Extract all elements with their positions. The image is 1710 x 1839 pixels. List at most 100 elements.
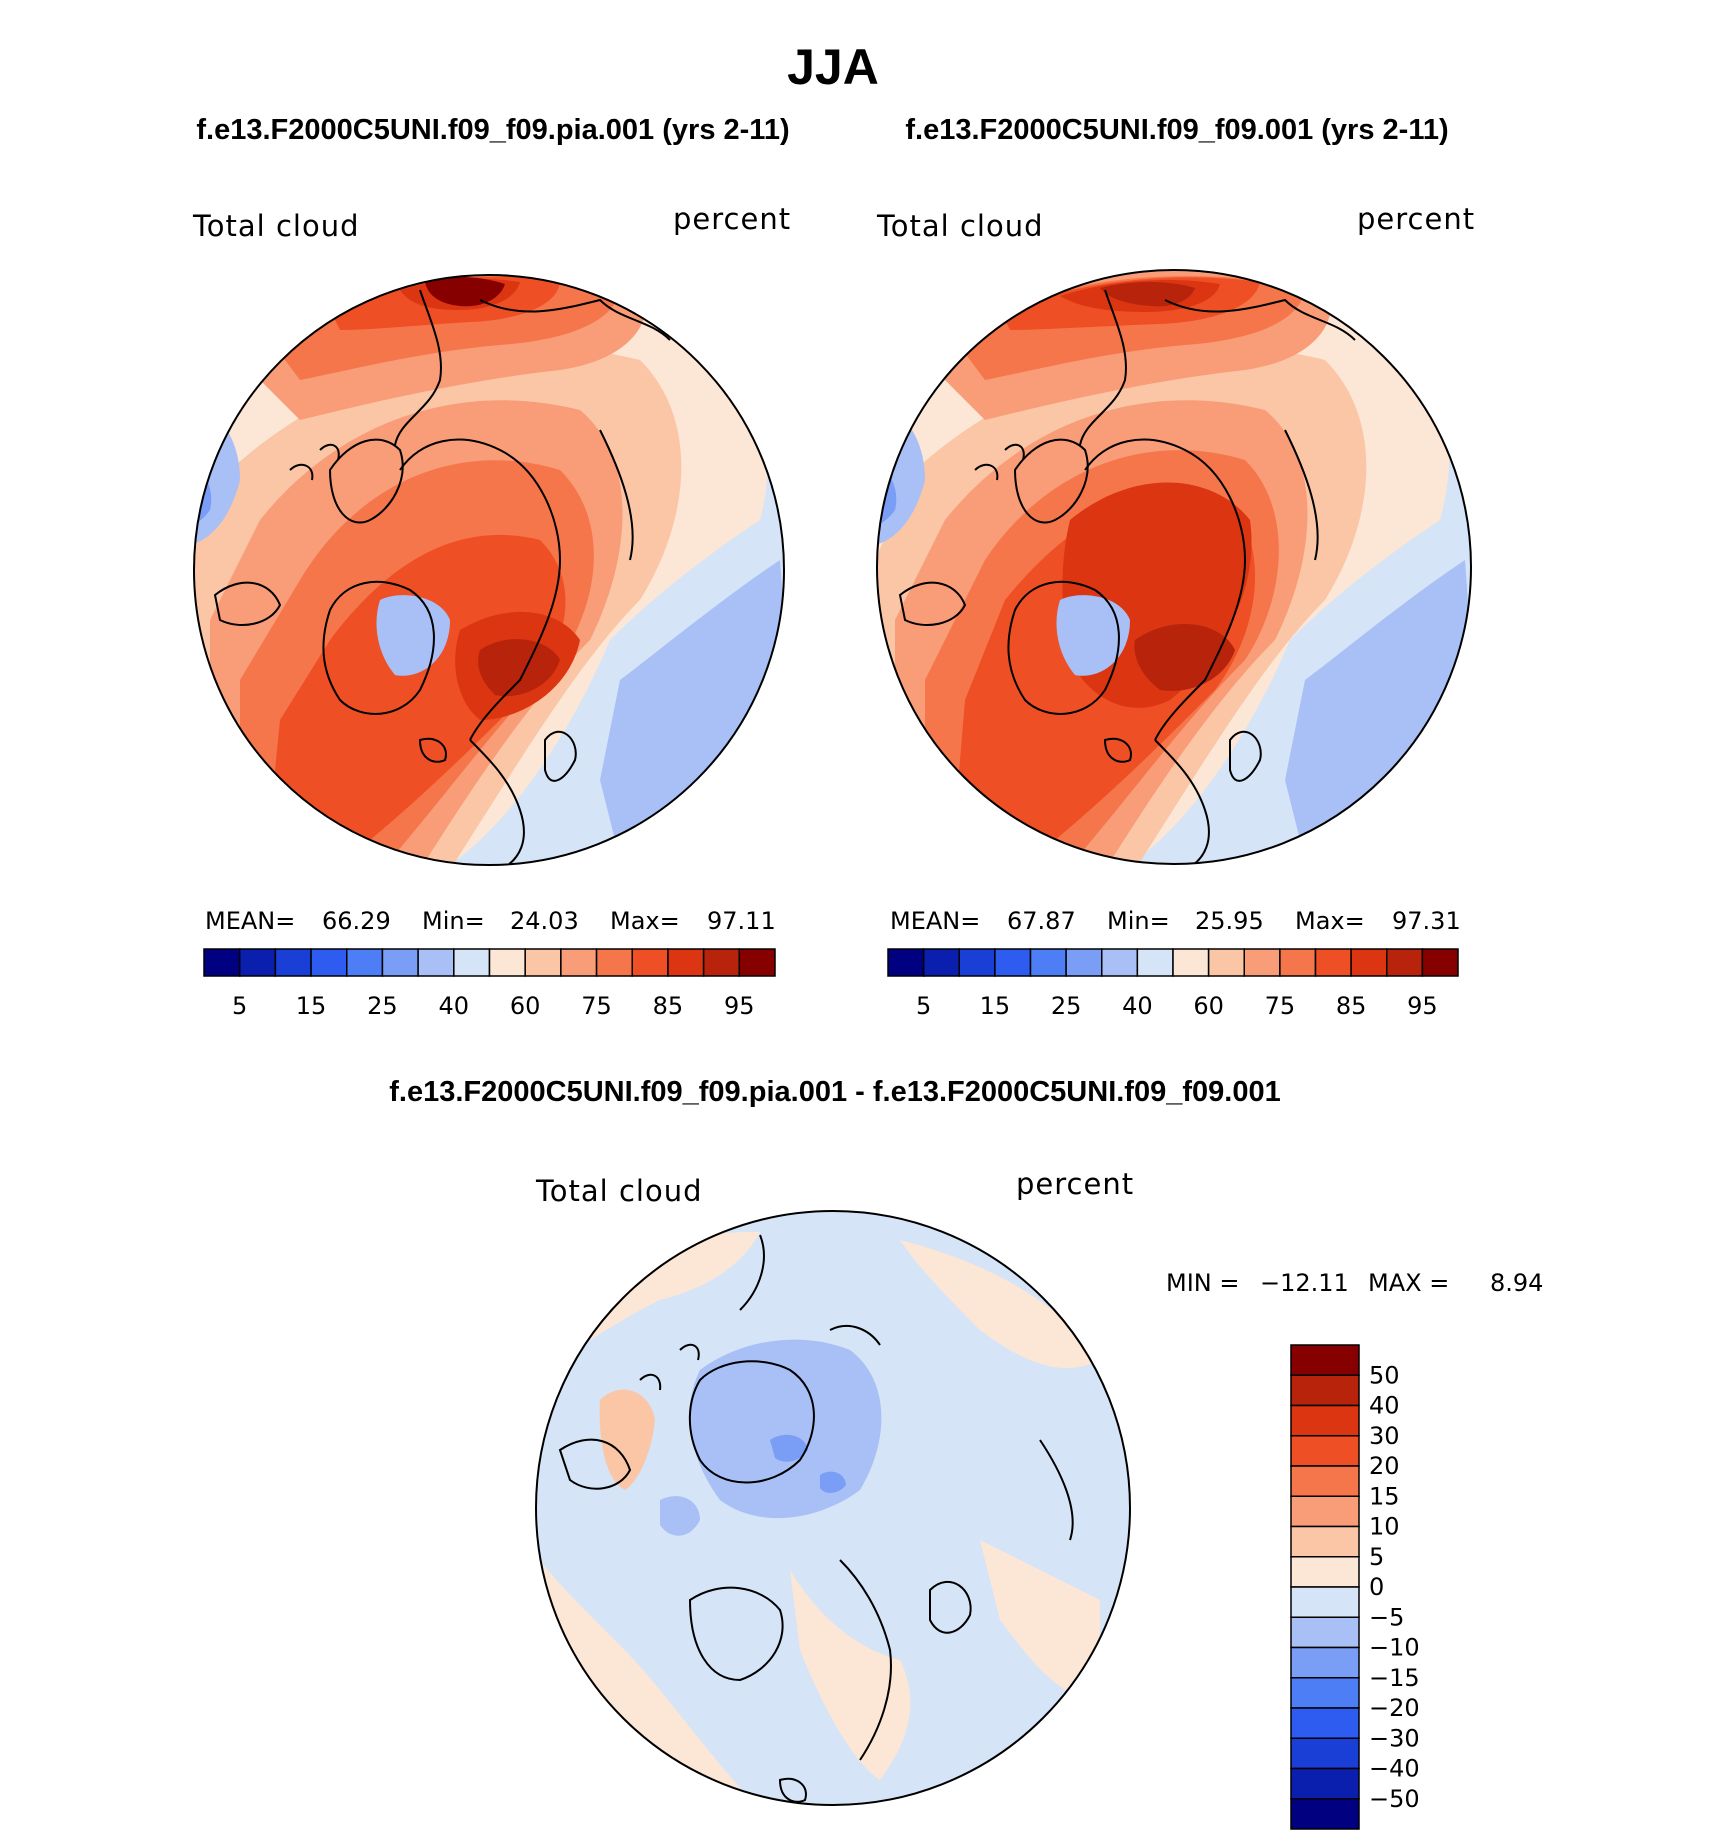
colorbar-swatch: [310, 948, 348, 977]
panel-diff-variable-label: Total cloud: [535, 1174, 702, 1208]
map-diff-border: [535, 1210, 1131, 1806]
left-min-label: Min=: [422, 907, 485, 935]
colorbar-tick-label: 5: [232, 992, 247, 1020]
colorbar-tick-label: −50: [1369, 1785, 1420, 1813]
colorbar-swatch: [381, 948, 419, 977]
colorbar-tick-label: 95: [724, 992, 755, 1020]
colorbar-swatch: [1290, 1798, 1360, 1830]
colorbar-swatch: [1290, 1737, 1360, 1770]
colorbar-swatch: [346, 948, 384, 977]
left-min-value: 24.03: [510, 907, 579, 935]
colorbar-swatch: [1065, 948, 1103, 977]
colorbar-tick-label: 25: [1051, 992, 1082, 1020]
diff-min-label: MIN =: [1166, 1269, 1239, 1297]
colorbar-left: 5 15 25 40 60 75 85 95: [203, 948, 776, 1020]
right-mean-value: 67.87: [1007, 907, 1076, 935]
right-min-value: 25.95: [1195, 907, 1264, 935]
colorbar-swatch: [1290, 1435, 1360, 1467]
colorbar-tick-label: 20: [1369, 1452, 1400, 1480]
colorbar-tick-label: −10: [1369, 1634, 1420, 1662]
colorbar-tick-label: 85: [653, 992, 684, 1020]
colorbar-tick-label: −15: [1369, 1664, 1420, 1692]
colorbar-swatch: [994, 948, 1032, 977]
colorbar-swatch: [595, 948, 633, 977]
colorbar-swatch: [203, 948, 241, 977]
colorbar-swatch: [1207, 948, 1245, 977]
map-right: [877, 270, 1471, 864]
colorbar-swatch: [1386, 948, 1424, 977]
diff-max-value: 8.94: [1490, 1269, 1543, 1297]
colorbar-tick-label: 5: [916, 992, 931, 1020]
panel-left-units-label: percent: [673, 202, 791, 236]
diff-max-label: MAX =: [1368, 1269, 1449, 1297]
colorbar-swatch: [274, 948, 312, 977]
colorbar-swatch: [1290, 1707, 1360, 1739]
colorbar-swatch: [1314, 948, 1352, 977]
diff-panel-title: f.e13.F2000C5UNI.f09_f09.pia.001 - f.e13…: [389, 1076, 1280, 1108]
right-max-label: Max=: [1295, 907, 1365, 935]
colorbar-swatch: [238, 948, 277, 977]
colorbar-swatch: [667, 948, 705, 977]
colorbar-tick-label: 10: [1369, 1513, 1400, 1541]
colorbar-swatch: [560, 948, 598, 977]
colorbar-tick-label: 95: [1407, 992, 1438, 1020]
colorbar-swatch: [524, 948, 562, 977]
colorbar-swatch: [1290, 1646, 1360, 1679]
colorbar-swatch: [1290, 1556, 1360, 1588]
colorbar-swatch: [1290, 1495, 1360, 1528]
colorbar-tick-label: 30: [1369, 1422, 1400, 1450]
left-mean-value: 66.29: [322, 907, 391, 935]
colorbar-tick-label: 50: [1369, 1361, 1400, 1389]
right-min-label: Min=: [1107, 907, 1170, 935]
colorbar-tick-label: 85: [1336, 992, 1367, 1020]
colorbar-swatch: [1421, 948, 1459, 977]
colorbar-swatch: [1350, 948, 1388, 977]
colorbar-tick-label: 75: [1265, 992, 1296, 1020]
colorbar-swatch: [488, 948, 526, 977]
colorbar-tick-label: 60: [1193, 992, 1224, 1020]
colorbar-swatch: [1290, 1767, 1360, 1800]
colorbar-swatch: [702, 948, 741, 977]
colorbar-tick-label: 40: [1369, 1392, 1400, 1420]
panel-left-variable-label: Total cloud: [192, 209, 359, 243]
colorbar-swatch: [1290, 1374, 1360, 1407]
colorbar-swatch: [1101, 948, 1139, 977]
colorbar-tick-label: 75: [581, 992, 612, 1020]
panel-diff: Total cloud percent: [535, 1167, 1543, 1830]
right-mean-label: MEAN=: [890, 907, 980, 935]
colorbar-right: 5 15 25 40 60 75 85 95: [887, 948, 1459, 1020]
colorbar-tick-label: 15: [1369, 1482, 1400, 1510]
colorbar-swatch: [1279, 948, 1317, 977]
right-max-value: 97.31: [1392, 907, 1461, 935]
colorbar-swatch: [1172, 948, 1210, 977]
colorbar-swatch: [1290, 1677, 1360, 1709]
colorbar-swatch: [1290, 1525, 1360, 1558]
colorbar-tick-label: 15: [980, 992, 1011, 1020]
colorbar-swatch: [1290, 1344, 1360, 1376]
panel-right-units-label: percent: [1357, 202, 1475, 236]
panel-right-variable-label: Total cloud: [876, 209, 1043, 243]
map-left-border: [193, 274, 785, 866]
colorbar-swatch: [1243, 948, 1281, 977]
colorbar-tick-label: −20: [1369, 1694, 1420, 1722]
map-diff: [536, 1211, 1130, 1805]
colorbar-tick-label: 60: [510, 992, 541, 1020]
colorbar-swatch: [1290, 1586, 1360, 1618]
colorbar-swatch: [417, 948, 455, 977]
colorbar-swatch: [1290, 1616, 1360, 1649]
panel-right-title: f.e13.F2000C5UNI.f09_f09.001 (yrs 2-11): [905, 114, 1448, 146]
colorbar-tick-label: 25: [367, 992, 398, 1020]
colorbar-tick-label: 40: [1122, 992, 1153, 1020]
colorbar-tick-label: −30: [1369, 1724, 1420, 1752]
colorbar-swatch: [887, 948, 925, 977]
colorbar-tick-label: 15: [296, 992, 327, 1020]
colorbar-tick-label: −5: [1369, 1603, 1404, 1631]
map-right-border: [876, 269, 1472, 865]
colorbar-swatch: [631, 948, 669, 977]
colorbar-swatch: [1136, 948, 1174, 977]
diff-min-value: −12.11: [1260, 1269, 1349, 1297]
map-left: [194, 275, 784, 865]
colorbar-swatch: [738, 948, 776, 977]
figure-title: JJA: [787, 39, 879, 95]
